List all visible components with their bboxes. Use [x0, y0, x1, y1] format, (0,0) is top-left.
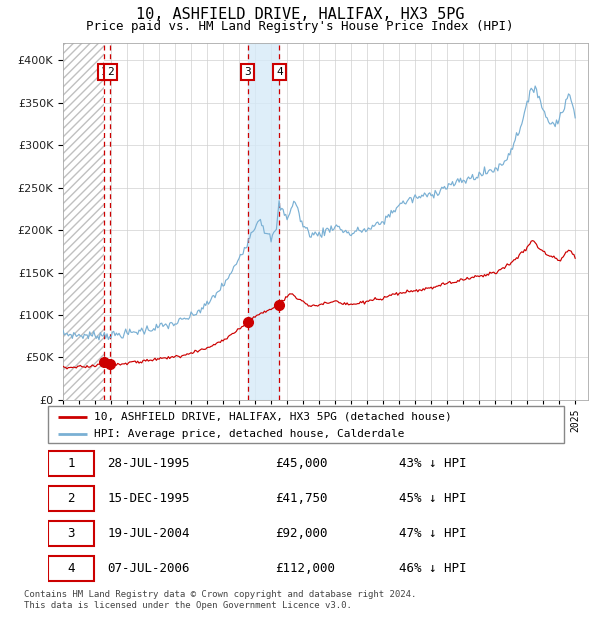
Text: 3: 3: [67, 527, 75, 540]
Bar: [248, 43, 280, 400]
Text: 19-JUL-2004: 19-JUL-2004: [107, 527, 190, 540]
Text: 07-JUL-2006: 07-JUL-2006: [107, 562, 190, 575]
Text: 4: 4: [67, 562, 75, 575]
Text: 28-JUL-1995: 28-JUL-1995: [107, 458, 190, 471]
Text: 10, ASHFIELD DRIVE, HALIFAX, HX3 5PG (detached house): 10, ASHFIELD DRIVE, HALIFAX, HX3 5PG (de…: [94, 412, 452, 422]
Text: 3: 3: [244, 67, 251, 77]
Text: £41,750: £41,750: [275, 492, 328, 505]
FancyBboxPatch shape: [48, 451, 94, 476]
Text: £45,000: £45,000: [275, 458, 328, 471]
Text: 2: 2: [107, 67, 114, 77]
Bar: [63, 43, 104, 400]
Text: HPI: Average price, detached house, Calderdale: HPI: Average price, detached house, Cald…: [94, 429, 405, 439]
Text: £92,000: £92,000: [275, 527, 328, 540]
Text: 15-DEC-1995: 15-DEC-1995: [107, 492, 190, 505]
Text: £112,000: £112,000: [275, 562, 335, 575]
Text: 46% ↓ HPI: 46% ↓ HPI: [399, 562, 467, 575]
FancyBboxPatch shape: [48, 406, 564, 443]
Text: Contains HM Land Registry data © Crown copyright and database right 2024.: Contains HM Land Registry data © Crown c…: [24, 590, 416, 600]
Text: 1: 1: [67, 458, 75, 471]
FancyBboxPatch shape: [48, 521, 94, 546]
FancyBboxPatch shape: [48, 556, 94, 581]
Text: 2: 2: [67, 492, 75, 505]
Text: 43% ↓ HPI: 43% ↓ HPI: [399, 458, 467, 471]
Text: Price paid vs. HM Land Registry's House Price Index (HPI): Price paid vs. HM Land Registry's House …: [86, 20, 514, 33]
Text: 10, ASHFIELD DRIVE, HALIFAX, HX3 5PG: 10, ASHFIELD DRIVE, HALIFAX, HX3 5PG: [136, 7, 464, 22]
Text: 47% ↓ HPI: 47% ↓ HPI: [399, 527, 467, 540]
Text: This data is licensed under the Open Government Licence v3.0.: This data is licensed under the Open Gov…: [24, 601, 352, 611]
FancyBboxPatch shape: [48, 486, 94, 512]
Text: 45% ↓ HPI: 45% ↓ HPI: [399, 492, 467, 505]
Text: 1: 1: [101, 67, 107, 77]
Text: 4: 4: [276, 67, 283, 77]
